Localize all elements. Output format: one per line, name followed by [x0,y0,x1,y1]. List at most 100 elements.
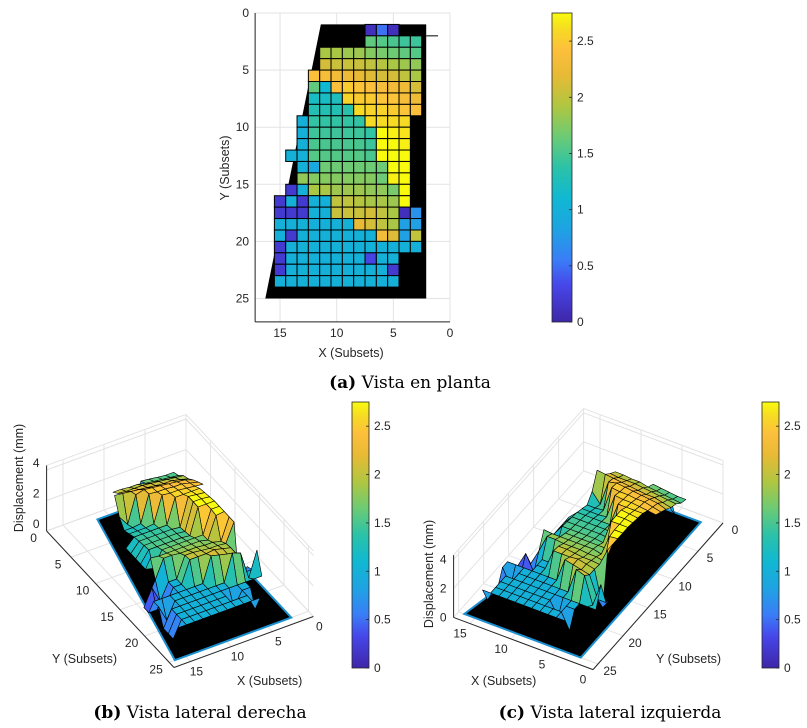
plot-b-wall-grid [46,449,187,501]
plot-a-cell [387,229,400,242]
plot-b-y-axis [46,530,175,668]
plot-a-cell [398,126,411,140]
plot-a-cell [341,58,355,71]
plot-a-cell [398,195,411,208]
caption-a-text: Vista en planta [361,373,491,393]
plot-a-cell [353,46,366,60]
plot-a-cell [364,58,377,71]
plot-a-cell [285,206,298,220]
plot-a-cell [353,126,366,140]
plot-a-cell [398,149,411,162]
plot-c-xlabel: X (Subsets) [471,674,536,688]
plot-b-colorbar-tick-label: 2.5 [374,419,391,433]
plot-a-cell [409,58,423,71]
plot-a-cell [341,229,355,242]
plot-a-cell [364,206,377,220]
plot-a-cell [307,138,321,151]
plot-c-wall-grid [453,412,584,560]
plot-b-wall-grid [46,413,187,466]
plot-a-cell [341,103,355,117]
plot-a-cell [398,103,411,117]
plot-a-cell [296,206,309,220]
plot-c-wall-grid [583,441,724,495]
plot-a-cell [409,69,423,83]
plot-a-cell [330,138,343,151]
plot-a-cell [319,103,332,117]
plot-a-cell [387,160,400,174]
plot-a-cell [341,195,355,208]
plot-a-cell [375,115,389,128]
plot-c-ytick-label: 10 [678,579,692,593]
plot-a-cell [307,206,321,220]
plot-c-ytick-label: 25 [603,664,617,678]
plot-a-cell [353,275,366,288]
plot-a-cell [341,115,355,128]
plot-a-cell [296,218,309,231]
plot-c-colorbar-tick-label: 1 [784,564,791,578]
plot-a-cell [330,58,343,71]
plot-b-ytick-label: 15 [100,610,114,624]
plot-a-cell [409,81,423,94]
plot-a-cell [364,218,377,231]
plot-a-cell [387,81,400,94]
plot-b-wall-grid [185,449,314,587]
plot-a-cell [375,149,389,162]
plot-a-cell [341,81,355,94]
plot-a-cell [353,69,366,83]
plot-a-cell [387,275,400,288]
plot-b-colorbar [351,401,370,669]
plot-c-wall-grid [453,470,584,618]
plot-a-cell [296,115,309,128]
plot-a-cell [307,229,321,242]
plot-a-cell [319,126,332,140]
plot-b-ztick-label: 4 [33,456,40,470]
plot-a-cell [330,195,343,208]
plot-c-left-side-view: 15 10 5 0 0 5 10 15 20 25 0 2 4 0 0.5 1 1.5 2 2.5 [440,401,801,687]
plot-c-colorbar-tick-label: 2.5 [784,419,801,433]
plot-a-cell [364,103,377,117]
plot-a-cell [353,115,366,128]
plot-a-cell [296,172,309,185]
plot-a-cell [353,81,366,94]
plot-b-ylabel: Y (Subsets) [52,652,117,666]
plot-a-cell [307,103,321,117]
plot-c-x-axis [453,616,594,671]
plot-b-wall-grid [46,418,187,471]
plot-c-surface-face [587,584,602,611]
plot-a-cell [375,69,389,83]
plot-a-cell [387,183,400,197]
plot-a-cell [273,240,287,254]
plot-a-cell [330,115,343,128]
plot-a-cell [398,81,411,94]
caption-a: (a) Vista en planta [329,373,491,393]
plot-a-cell [364,172,377,185]
plot-a-cell [375,172,389,185]
plot-a-cell [307,81,321,94]
plot-a-cell [341,275,355,288]
plot-c-ytick-label: 20 [628,636,642,650]
plot-a-cell [375,126,389,140]
plot-c-ylabel: Y (Subsets) [656,652,721,666]
plot-a-cell [387,92,400,105]
plot-a-cell [330,103,343,117]
plot-a-cell [398,115,411,128]
plot-c-colorbar-tick-label: 0 [784,661,791,675]
plot-a-cell [409,35,423,48]
plot-c-ztick-label: 4 [440,552,447,566]
plot-a-cell [353,58,366,71]
plot-a-cell [330,275,343,288]
plot-a-cell [409,46,423,60]
plot-a-cell [375,183,389,197]
plot-a-cell [353,206,366,220]
plot-a-cell [398,92,411,105]
plot-c-xtick-label: 0 [580,673,587,687]
plot-a-cell [364,263,377,277]
plot-a-cell [398,46,411,60]
plot-a-cell [341,149,355,162]
plot-a-cell [319,149,332,162]
plot-a-cell [398,172,411,185]
plot-a-cell [364,195,377,208]
plot-a-cell [364,23,377,37]
plot-c-wall-grid [583,412,724,466]
